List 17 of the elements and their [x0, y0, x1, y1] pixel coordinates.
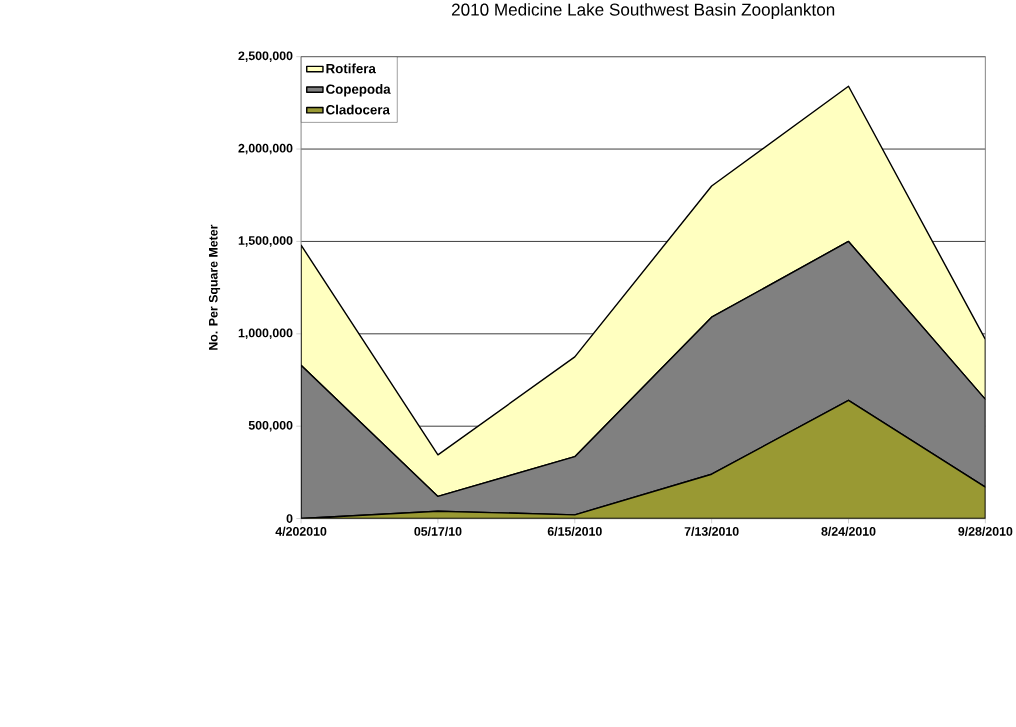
x-tick-label: 7/13/2010 [684, 526, 739, 536]
legend-label: Cladocera [326, 104, 390, 115]
x-tick-label: 4/202010 [275, 526, 327, 536]
y-tick-label: 2,500,000 [238, 51, 293, 62]
x-tick-label: 05/17/10 [414, 526, 462, 536]
legend-label: Rotifera [326, 63, 376, 74]
y-tick-label: 0 [286, 514, 293, 523]
y-axis-title: No. Per Square Meter [208, 224, 221, 350]
chart-title: 2010 Medicine Lake Southwest Basin Zooplankton [451, 2, 835, 19]
x-tick-label: 8/24/2010 [821, 526, 876, 536]
y-tick-label: 500,000 [248, 420, 293, 432]
x-tick-label: 9/28/2010 [958, 526, 1013, 536]
y-tick-label: 1,500,000 [238, 235, 293, 247]
x-tick-label: 6/15/2010 [547, 526, 602, 536]
legend-label: Copepoda [326, 83, 391, 97]
y-tick-label: 2,000,000 [238, 143, 293, 155]
y-tick-label: 1,000,000 [238, 328, 293, 339]
